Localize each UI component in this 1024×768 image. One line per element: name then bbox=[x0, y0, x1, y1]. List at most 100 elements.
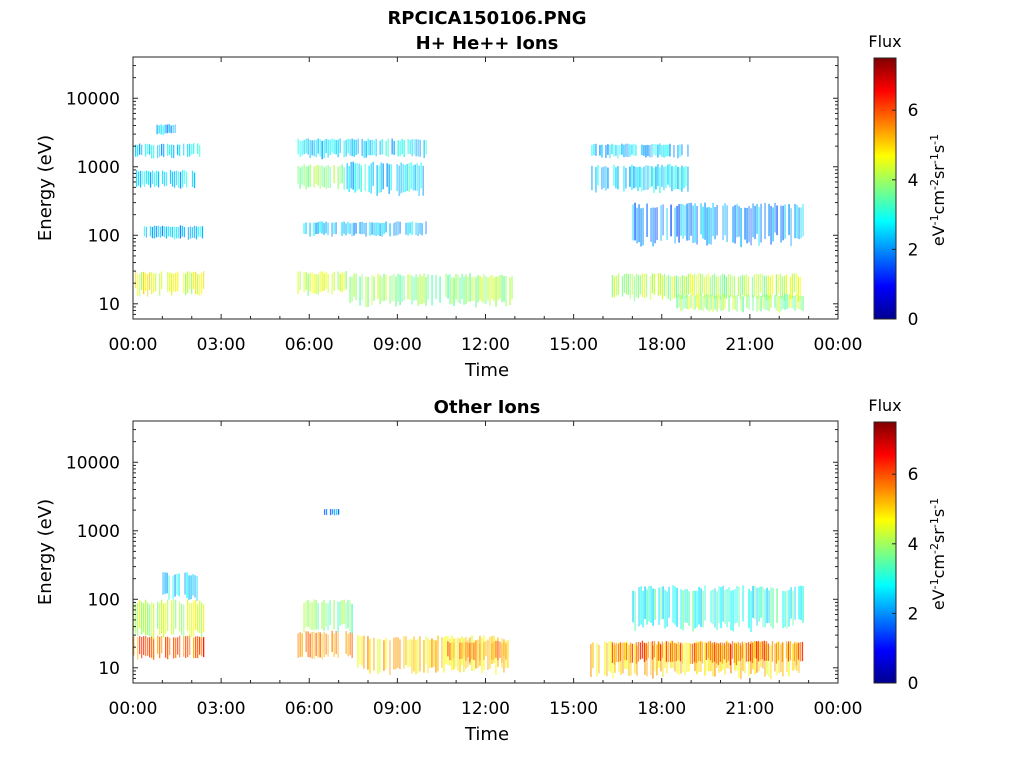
spectrogram-cell bbox=[459, 642, 461, 659]
spectrogram-cell bbox=[187, 599, 189, 631]
spectrogram-cell bbox=[767, 275, 770, 300]
spectrogram-cell bbox=[343, 599, 345, 624]
spectrogram-cell bbox=[625, 143, 627, 157]
spectrogram-cell bbox=[635, 642, 638, 664]
spectrogram-cell bbox=[343, 272, 345, 291]
spectrogram-cell bbox=[170, 125, 172, 134]
spectrogram-cell bbox=[135, 144, 137, 157]
spectrogram-cell bbox=[325, 138, 327, 154]
spectrogram-cell bbox=[615, 275, 618, 296]
spectrogram-cell bbox=[754, 641, 756, 675]
spectrogram-cell bbox=[179, 635, 181, 658]
spectrogram-cell bbox=[798, 586, 800, 620]
spectrogram-cell bbox=[621, 143, 623, 155]
spectrogram-cell bbox=[722, 293, 724, 311]
spectrogram-cell bbox=[309, 633, 311, 658]
spectrogram-cell bbox=[355, 222, 357, 234]
spectrogram-cell bbox=[361, 138, 363, 156]
spectrogram-cell bbox=[767, 643, 770, 661]
spectrogram-cell bbox=[617, 643, 620, 663]
spectrogram-cell bbox=[499, 641, 501, 658]
spectrogram-cell bbox=[629, 144, 631, 157]
spectrogram-cell bbox=[690, 295, 692, 308]
colorbar-tick-label: 4 bbox=[908, 171, 919, 191]
spectrogram-cell bbox=[369, 639, 371, 674]
spectrogram-cell bbox=[721, 642, 724, 664]
spectrogram-cell bbox=[373, 140, 375, 155]
spectrogram-cell bbox=[185, 636, 187, 658]
spectrogram-cell bbox=[768, 295, 770, 311]
spectrogram-cell bbox=[303, 164, 305, 186]
spectrogram-cell bbox=[617, 145, 619, 159]
spectrogram-cell bbox=[665, 144, 667, 157]
spectrogram-cell bbox=[373, 222, 375, 236]
spectrogram-cell bbox=[309, 602, 311, 629]
spectrogram-cell bbox=[673, 145, 675, 158]
spectrogram-cell bbox=[469, 273, 471, 302]
spectrogram-cell bbox=[793, 273, 796, 293]
spectrogram-cell bbox=[435, 640, 437, 673]
spectrogram-cell bbox=[319, 221, 321, 233]
spectrogram-cells bbox=[135, 124, 804, 313]
spectrogram-cell bbox=[333, 165, 335, 184]
spectrogram-cell bbox=[688, 296, 690, 310]
spectrogram-cell bbox=[716, 295, 718, 312]
spectrogram-cell bbox=[764, 202, 766, 240]
spectrogram-cell bbox=[719, 275, 722, 300]
spectrogram-cell bbox=[639, 642, 642, 660]
spectrogram-cell bbox=[183, 170, 186, 184]
spectrogram-cell bbox=[683, 275, 686, 295]
spectrogram-cell bbox=[133, 602, 135, 632]
spectrogram-cell bbox=[411, 139, 413, 157]
spectrogram-cell bbox=[683, 167, 685, 189]
spectrogram-cell bbox=[347, 633, 349, 657]
spectrogram-cell bbox=[390, 164, 392, 191]
spectrogram-cell bbox=[768, 645, 770, 678]
spectrogram-cell bbox=[689, 273, 692, 294]
spectrogram-cell bbox=[657, 164, 659, 186]
spectrogram-cell bbox=[173, 273, 175, 292]
spectrogram-cell bbox=[765, 275, 768, 301]
spectrogram-cell bbox=[720, 296, 722, 311]
spectrogram-cell bbox=[321, 633, 323, 660]
spectrogram-cell bbox=[191, 603, 193, 637]
colorbar-tick-label: 0 bbox=[908, 310, 919, 330]
spectrogram-cell bbox=[165, 637, 167, 658]
spectrogram-cell bbox=[799, 276, 802, 299]
spectrogram-cell bbox=[755, 641, 758, 659]
spectrogram-cell bbox=[405, 636, 407, 666]
spectrogram-cell bbox=[457, 637, 459, 671]
spectrogram-cell bbox=[634, 591, 636, 632]
spectrogram-cell bbox=[167, 143, 169, 156]
spectrogram-cell bbox=[794, 586, 796, 620]
spectrogram-cell bbox=[361, 274, 363, 301]
spectrogram-cell bbox=[187, 227, 190, 240]
spectrogram-cell bbox=[349, 632, 351, 656]
spectrogram-cell bbox=[151, 145, 153, 159]
colorbar bbox=[873, 57, 897, 320]
spectrogram-cell bbox=[642, 207, 644, 246]
spectrogram-cell bbox=[156, 124, 158, 135]
spectrogram-cell bbox=[736, 295, 738, 312]
spectrogram-cell bbox=[327, 222, 329, 236]
spectrogram-cell bbox=[157, 145, 159, 159]
spectrogram-cell bbox=[381, 277, 383, 302]
spectrogram-cell bbox=[145, 143, 147, 157]
spectrogram-cell bbox=[746, 294, 748, 308]
spectrogram-cell bbox=[365, 141, 367, 158]
spectrogram-cell bbox=[669, 143, 671, 157]
spectrogram-cell bbox=[459, 277, 461, 304]
colorbar-tick-label: 6 bbox=[908, 465, 919, 485]
spectrogram-cell bbox=[187, 271, 189, 293]
spectrogram-cell bbox=[760, 203, 762, 243]
spectrogram-cell bbox=[491, 643, 493, 660]
spectrogram-cell bbox=[760, 296, 762, 312]
spectrogram-cell bbox=[199, 600, 201, 633]
spectrogram-cell bbox=[179, 171, 182, 189]
spectrogram-cell bbox=[641, 640, 644, 659]
spectrogram-cell bbox=[159, 602, 161, 635]
spectrogram-cell bbox=[598, 644, 600, 674]
spectrogram-cell bbox=[721, 273, 724, 296]
spectrogram-cell bbox=[135, 603, 137, 634]
spectrogram-cell bbox=[145, 272, 147, 291]
